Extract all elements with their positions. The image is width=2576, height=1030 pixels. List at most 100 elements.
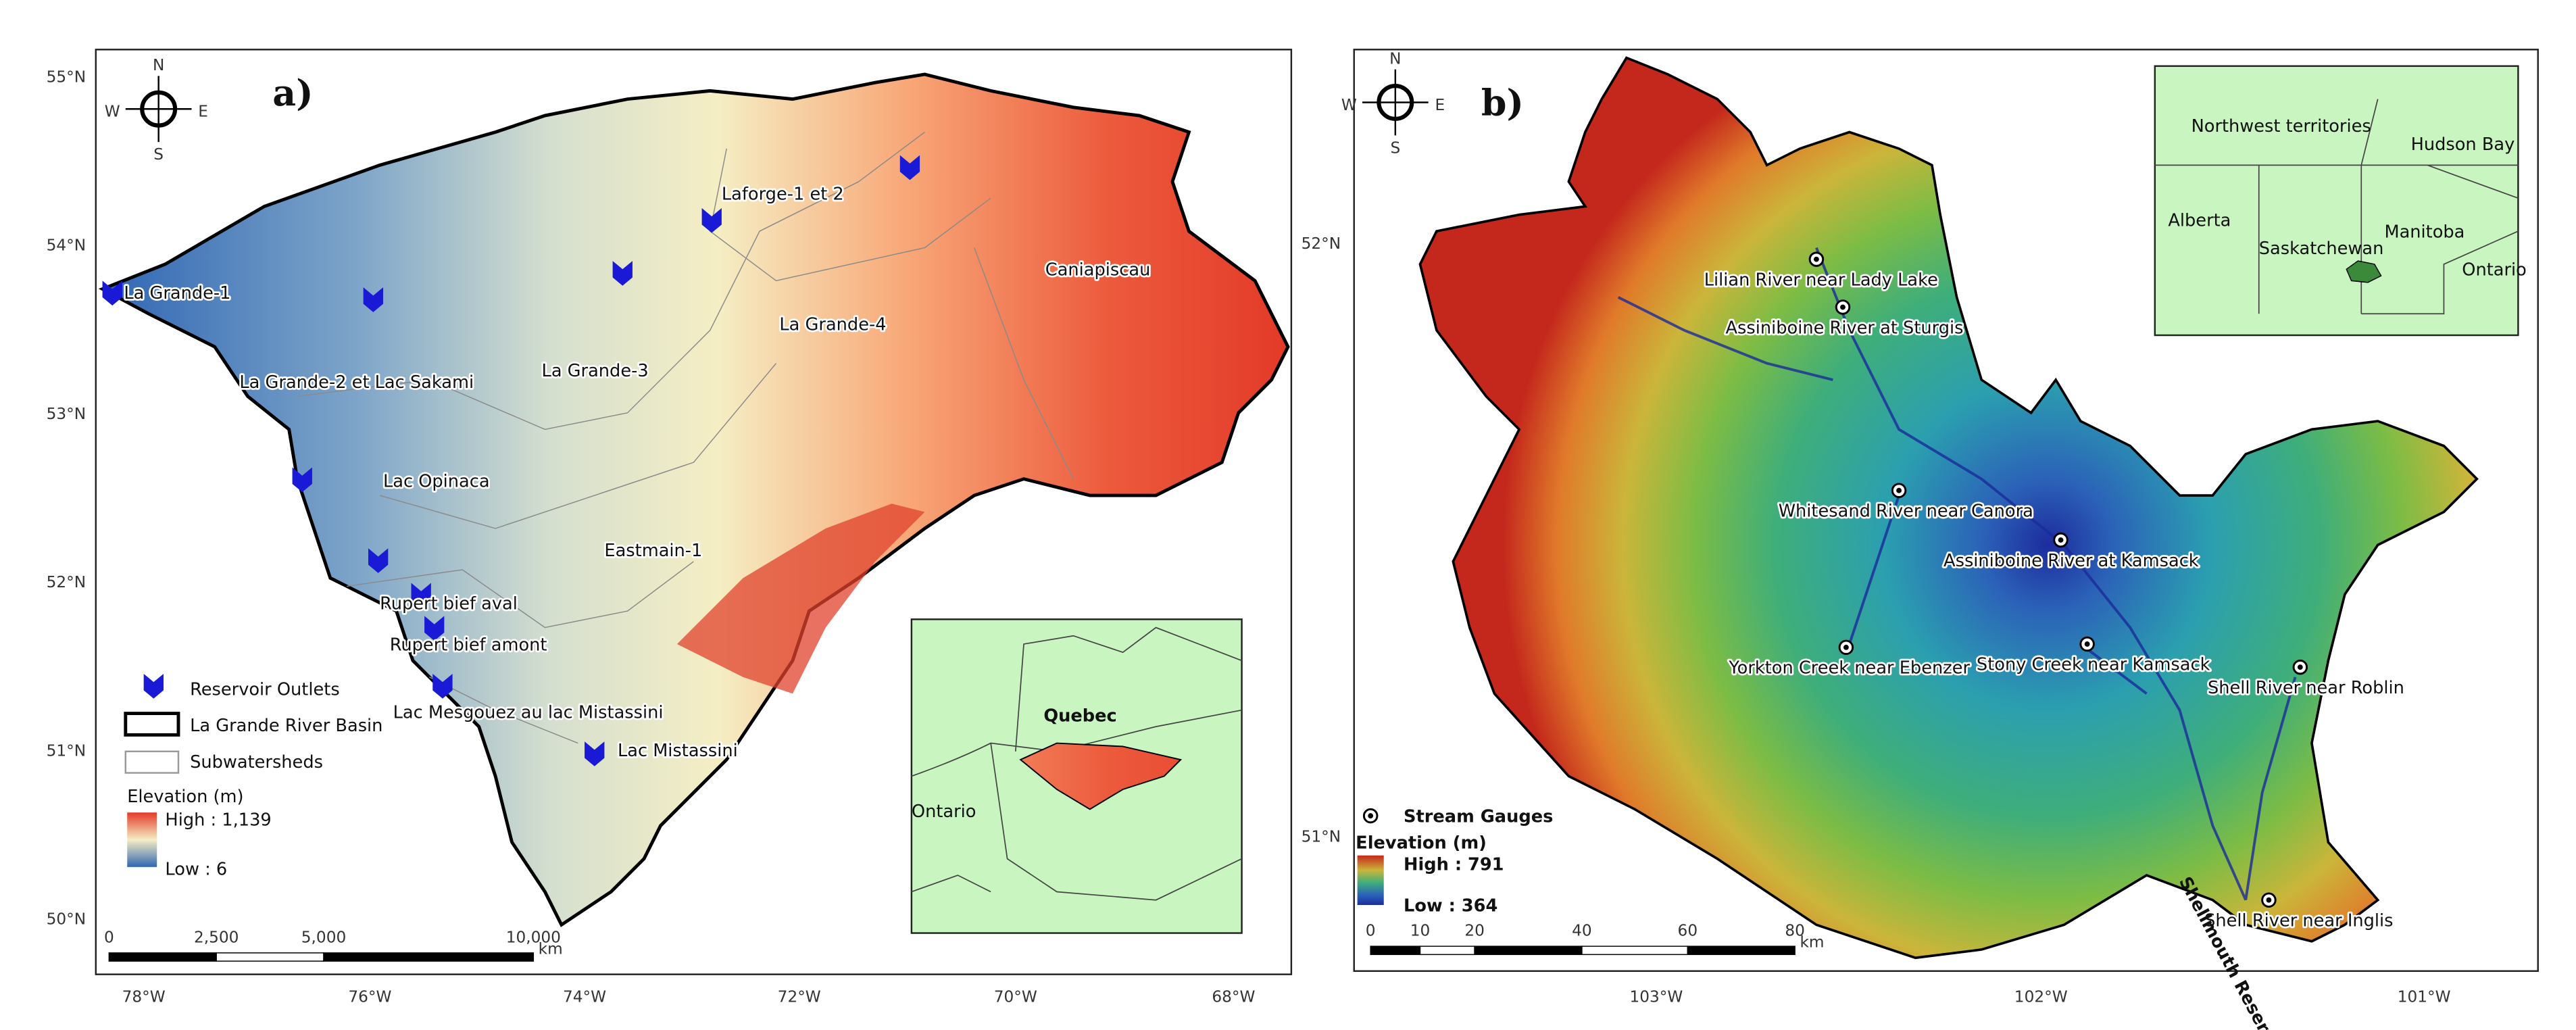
label: 10 [1410,922,1431,940]
label: 55°N [47,68,86,86]
label: Hudson Bay [2411,134,2515,155]
label: La Grande-3 [542,361,649,381]
reservoir-outlet [424,616,445,641]
label: 78°W [122,987,166,1006]
label: Stony Creek near Kamsack [1977,655,2210,675]
label: Ontario [912,802,976,822]
label: W [105,103,120,121]
label: 80 [1785,922,1805,940]
inset-borders [911,627,1242,901]
legend-ramp [127,812,157,867]
stream-gauge [1896,487,1902,493]
reservoir-outlet [411,583,431,608]
label: S [1390,139,1400,157]
label: Rupert bief amont [390,635,547,655]
label: 102°W [2014,987,2068,1006]
label: 2,500 [194,928,239,946]
label: 51°N [47,741,86,760]
label: Caniapiscau [1045,260,1151,280]
label: 52°N [47,573,86,591]
label: Assiniboine River at Sturgis [1726,318,1964,338]
scale-segment [1370,946,1421,956]
label: Shell River near Inglis [2204,910,2393,931]
stream-gauge [2297,664,2303,670]
scale-segment [1581,946,1689,956]
stream-gauge [2266,897,2272,903]
legend-ramp [1357,855,1384,906]
label: High : 791 [1404,854,1504,875]
label: La Grande River Basin [190,716,382,736]
label: Shell River near Roblin [2208,678,2404,698]
reservoir-outlet [899,155,920,180]
inset-b [2154,65,2519,337]
reservoir-outlet [612,261,633,286]
label: 10,000 [506,928,561,946]
scale-segment [323,952,535,962]
label: Reservoir Outlets [190,679,340,700]
reservoir-outlet [102,280,122,306]
label: E [1435,96,1445,114]
label: 74°W [563,987,606,1006]
label: 52°N [1302,235,1341,253]
stream-gauge [1840,304,1846,310]
stream-gauge [1814,256,1819,262]
label: W [1341,96,1357,114]
scale-segment [108,952,217,962]
label: 20 [1464,922,1485,940]
scale-segment [1474,946,1583,956]
label: Yorkton Creek near Ebenzer [1728,658,1970,679]
label: Northwest territories [2191,116,2371,137]
label: La Grande-2 et Lac Sakami [239,372,474,393]
legend-basin [124,712,180,737]
label: km [539,940,563,958]
label: Lilian River near Lady Lake [1704,270,1938,290]
label: 70°W [994,987,1037,1006]
label: Quebec [1043,706,1116,726]
label: E [198,103,208,121]
scale-segment [1419,946,1475,956]
stream-gauge [1843,644,1849,650]
label: 53°N [47,405,86,423]
legend-subwatershed [124,750,180,774]
label: Elevation (m) [127,787,243,807]
label: Manitoba [2384,222,2464,243]
label: 0 [104,928,114,946]
label: 60 [1678,922,1698,940]
label: Stream Gauges [1404,807,1553,827]
label: Subwatersheds [190,752,323,772]
label: N [1389,49,1401,68]
label: La Grande-1 [124,283,230,303]
reservoir-outlet [585,741,605,766]
label: Whitesand River near Canora [1779,501,2033,521]
label: N [153,56,164,74]
reservoir-outlet [701,207,722,233]
inset-borders [2154,99,2519,315]
scale-segment [216,952,324,962]
label: Alberta [2168,210,2231,230]
scale-segment [1687,946,1795,956]
reservoir-outlet [363,287,383,312]
label: Low : 364 [1404,896,1497,916]
reservoir-outlet [143,673,164,699]
reservoir-outlet [368,548,389,573]
label: Ontario [2462,260,2527,280]
label: 76°W [348,987,391,1006]
label: Saskatchewan [2259,239,2384,259]
label: Assiniboine River at Kamsack [1943,551,2199,571]
label: 50°N [47,910,86,929]
label: 68°W [1212,987,1255,1006]
label: 40 [1572,922,1592,940]
stream-gauge [2084,641,2090,647]
label: High : 1,139 [165,810,271,830]
highland [676,504,925,694]
label: Eastmain-1 [604,541,702,561]
inset-basin [1019,742,1183,810]
label: 54°N [47,237,86,255]
reservoir-outlet [432,673,453,699]
basin-b [1418,56,2479,960]
label: Lac Mistassini [618,741,738,761]
label: Rupert bief aval [380,593,518,614]
label: La Grande-4 [779,314,886,335]
label: Elevation (m) [1356,833,1487,854]
